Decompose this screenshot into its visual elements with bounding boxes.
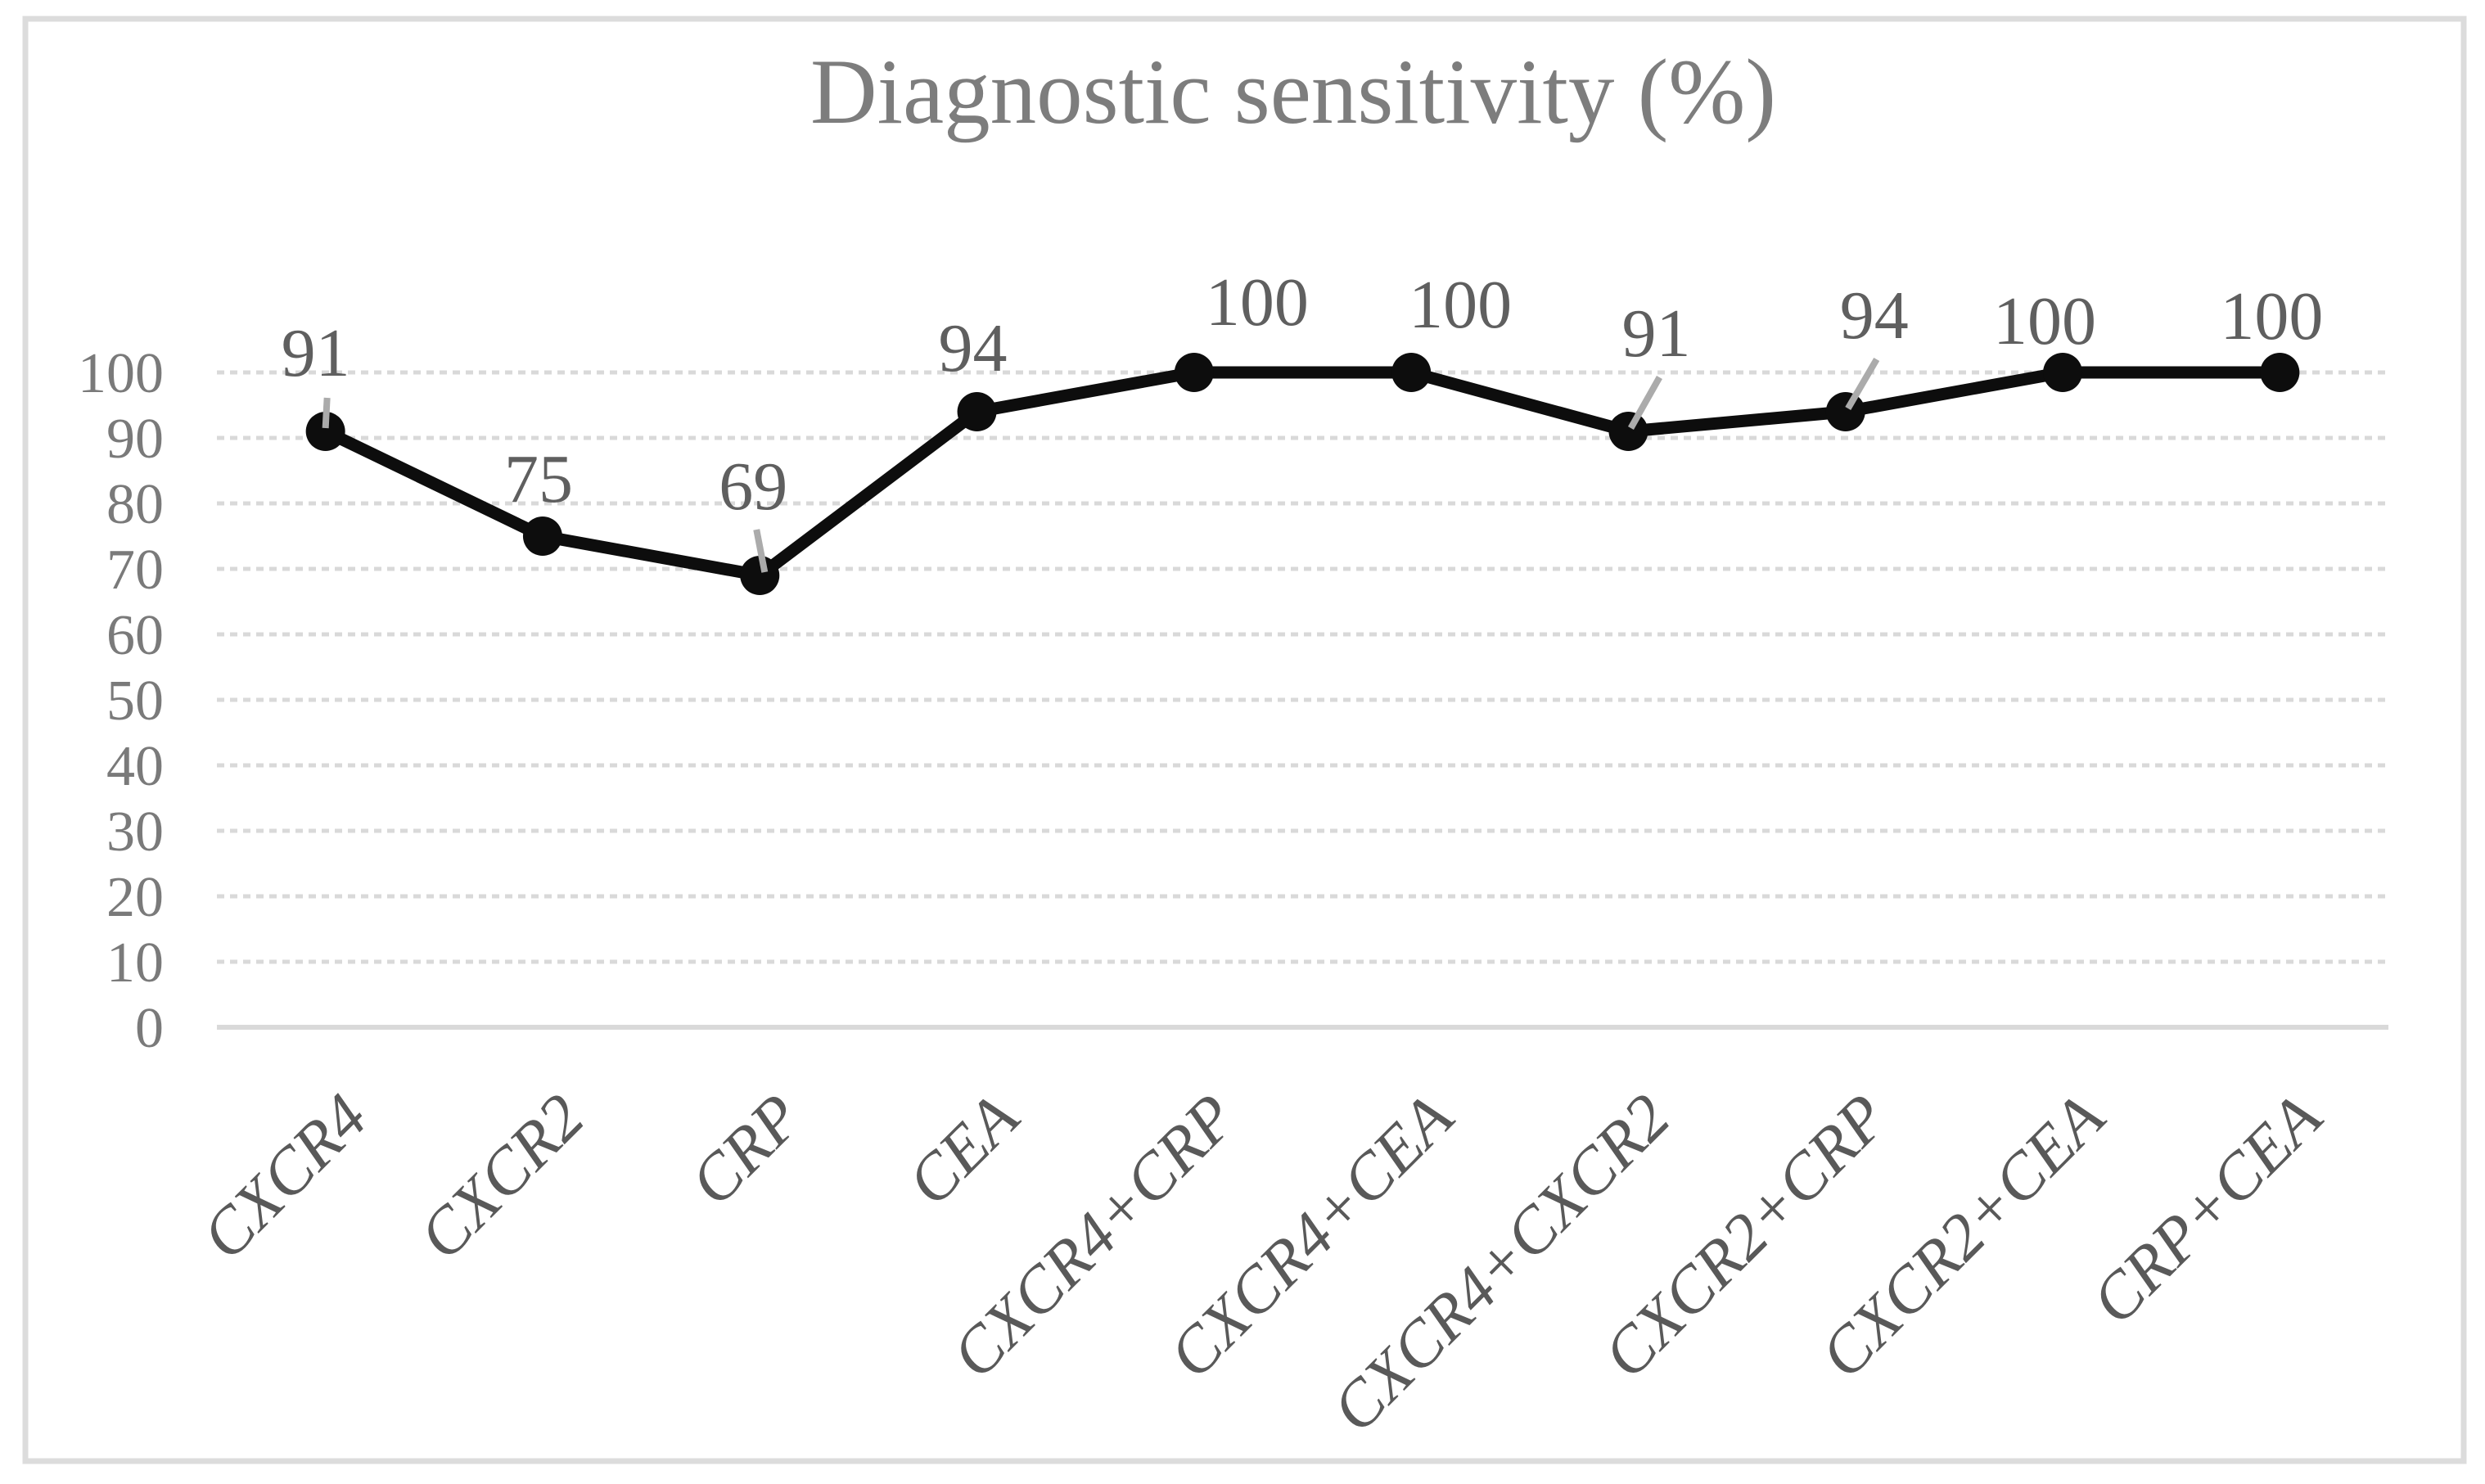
data-label-leader — [322, 397, 331, 429]
y-tick-label: 60 — [106, 604, 164, 667]
series-line — [319, 366, 2286, 582]
chart-title: Diagnostic sensitivity (%) — [810, 41, 1776, 143]
y-tick-label: 50 — [106, 670, 164, 733]
data-label: 94 — [1840, 277, 1909, 354]
data-label: 91 — [1621, 295, 1690, 372]
data-label-leader — [1627, 376, 1662, 430]
y-tick-label: 0 — [135, 997, 164, 1060]
x-category-label: CRP+CEA — [2078, 1080, 2336, 1338]
data-series — [305, 353, 2300, 595]
data-point-marker — [2043, 353, 2083, 392]
data-point-marker — [957, 392, 997, 431]
y-tick-label: 30 — [106, 801, 164, 864]
y-tick-label: 10 — [106, 931, 164, 995]
data-label-leader — [1845, 357, 1880, 411]
data-point-marker — [305, 412, 345, 451]
y-tick-label: 80 — [106, 473, 164, 536]
data-point-marker — [1825, 392, 1865, 431]
y-tick-label: 90 — [106, 408, 164, 471]
data-point-marker — [2260, 353, 2300, 392]
y-tick-label: 40 — [106, 735, 164, 798]
data-label: 94 — [939, 310, 1008, 386]
y-tick-label: 20 — [106, 866, 164, 929]
x-category-label: CEA — [894, 1080, 1033, 1220]
gridlines — [217, 370, 2388, 1030]
data-label-leader — [753, 529, 769, 573]
data-label-leader-lines — [322, 357, 1880, 573]
data-label: 100 — [2220, 278, 2323, 354]
x-category-label: CRP — [677, 1081, 815, 1220]
data-point-marker — [1174, 353, 1214, 392]
x-category-label: CXCR2 — [406, 1081, 598, 1274]
x-category-label: CXCR4 — [188, 1081, 381, 1274]
y-tick-label: 100 — [78, 342, 164, 405]
figure-border — [22, 16, 2467, 1464]
y-tick-label: 70 — [106, 539, 164, 602]
data-label: 69 — [719, 449, 787, 525]
data-point-marker — [1391, 353, 1432, 392]
data-label: 75 — [504, 441, 573, 517]
data-label: 100 — [1409, 267, 1512, 343]
data-label: 91 — [282, 315, 350, 391]
data-point-marker — [1608, 412, 1648, 451]
x-axis-category-labels: CXCR4 CXCR2 CRP CEACXCR4+CRPCXCR4+CEACXCR4+… — [188, 1080, 2336, 1446]
data-point-marker — [522, 516, 562, 556]
data-point-marker — [740, 556, 780, 595]
data-labels: 91 75 69 94 100 100 91 94 100 100 — [282, 264, 2324, 525]
data-label: 100 — [1993, 283, 2096, 359]
data-label: 100 — [1206, 264, 1309, 341]
